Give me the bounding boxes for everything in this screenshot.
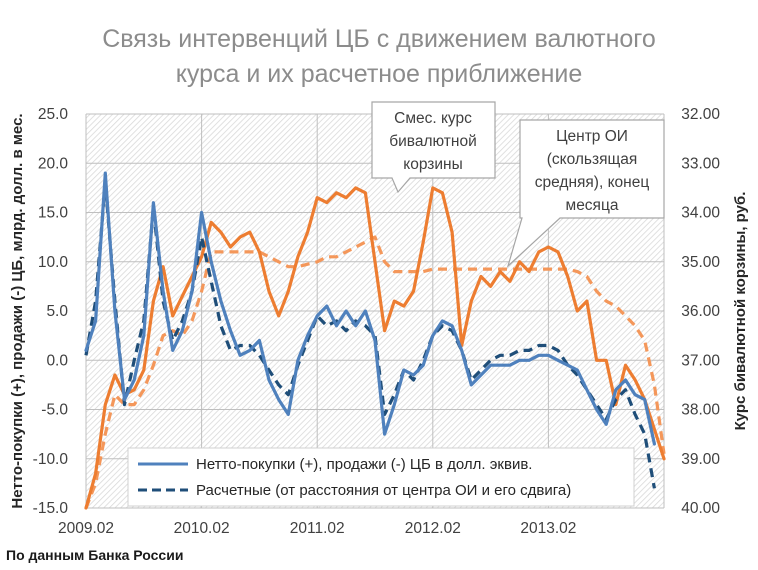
y-axis-left-label: Нетто-покупки (+), продажи (-) ЦБ, млрд.…: [9, 113, 26, 508]
x-tick-label: 2009.02: [58, 520, 114, 537]
y-left-tick-label: -10.0: [33, 451, 69, 468]
chart-title-line-1: Связь интервенций ЦБ с движением валютно…: [102, 25, 656, 53]
series-line-blend-rate: [84, 186, 666, 510]
callout-2-line-4: месяца: [566, 197, 619, 214]
x-axis: 2009.02 2010.02 2011.02 2012.02 2013.02: [58, 520, 576, 537]
y-right-tick-label: 34.00: [681, 205, 720, 222]
y-axis-right-label: Курс бивалютной корзины, руб.: [732, 192, 749, 431]
y-right-tick-label: 40.00: [681, 500, 720, 517]
y-right-tick-label: 37.00: [681, 352, 720, 369]
source-note: По данным Банка России: [6, 547, 183, 563]
callout-1-line-2: бивалютной: [389, 133, 476, 150]
y-left-tick-label: 15.0: [38, 205, 69, 222]
y-left-tick-label: -15.0: [33, 500, 69, 517]
x-tick-label: 2010.02: [174, 520, 230, 537]
y-left-tick-label: 25.0: [38, 106, 69, 123]
callout-1-line-1: Смес. курс: [394, 110, 472, 127]
y-left-tick-label: -5.0: [41, 402, 68, 419]
x-tick-label: 2012.02: [405, 520, 461, 537]
callout-ie-center: Центр ОИ (скользящая средняя), конец мес…: [506, 119, 665, 268]
y-right-tick-label: 33.00: [681, 155, 720, 172]
callout-1-line-3: корзины: [403, 156, 463, 173]
chart-title-line-2: курса и их расчетное приближение: [176, 60, 583, 88]
legend-label-actual: Нетто-покупки (+), продажи (-) ЦБ в долл…: [196, 456, 532, 473]
y-axis-left: 25.0 20.0 15.0 10.0 5.0 0.0 -5.0 -10.0 -15.0: [33, 106, 69, 517]
x-tick-label: 2011.02: [290, 520, 345, 537]
callout-2-line-1: Центр ОИ: [556, 128, 628, 145]
y-left-tick-label: 5.0: [46, 303, 68, 320]
y-axis-right: 32.00 33.00 34.00 35.00 36.00 37.00 38.00 39.00…: [681, 106, 720, 517]
y-right-tick-label: 36.00: [681, 303, 720, 320]
x-tick-label: 2013.02: [520, 520, 576, 537]
callout-blend-rate: Смес. курс бивалютной корзины: [371, 101, 496, 194]
legend-label-estimated: Расчетные (от расстояния от центра ОИ и …: [196, 482, 571, 499]
y-right-tick-label: 35.00: [681, 254, 720, 271]
y-left-tick-label: 0.0: [46, 352, 68, 369]
legend: Нетто-покупки (+), продажи (-) ЦБ в долл…: [127, 447, 635, 507]
callout-2-line-2: (скользящая: [547, 151, 638, 168]
y-left-tick-label: 20.0: [38, 155, 69, 172]
series-line-ie-center: [84, 235, 666, 509]
y-right-tick-label: 32.00: [681, 106, 720, 123]
series-lines: [84, 171, 666, 510]
y-left-tick-label: 10.0: [38, 254, 69, 271]
callout-2-line-3: средняя), конец: [535, 174, 650, 191]
y-right-tick-label: 38.00: [681, 402, 720, 419]
y-right-tick-label: 39.00: [681, 451, 720, 468]
series-line-actual-purchases: [84, 171, 657, 446]
